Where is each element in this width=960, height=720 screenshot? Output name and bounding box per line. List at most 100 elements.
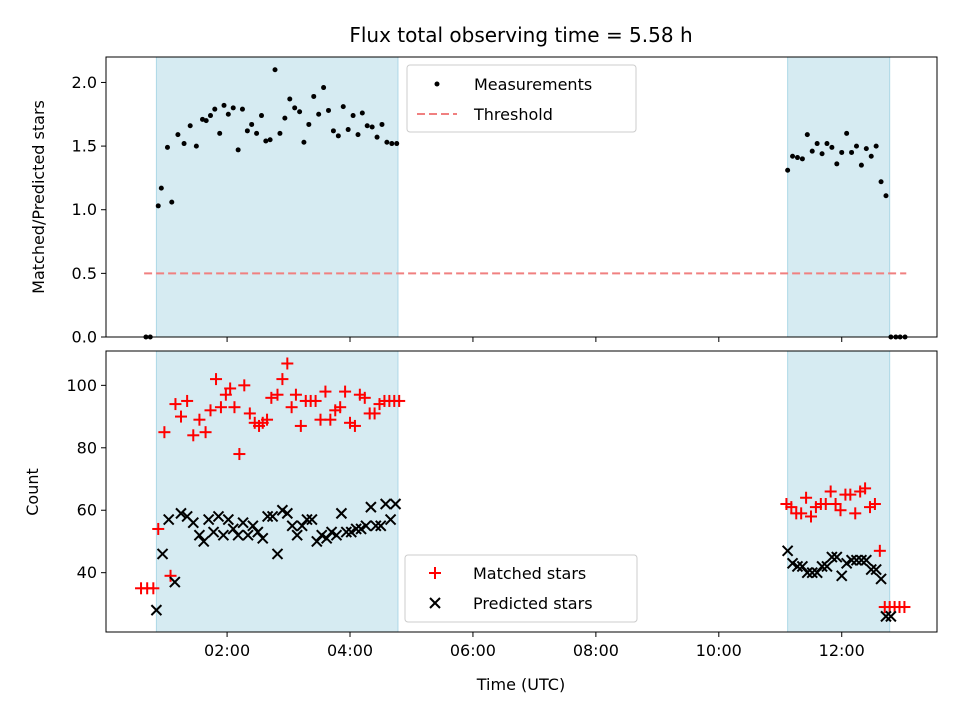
matched-stars-point [294,419,307,432]
predicted-stars-point [855,554,868,566]
measurements-point [203,118,209,124]
measurements-point [790,153,796,159]
predicted-stars-point [860,554,873,566]
bottom-legend-box [404,554,638,623]
measurements-point [868,153,874,159]
predicted-stars-point [389,498,402,510]
measurements-point [829,144,835,150]
y-tick-label: 2.0 [72,73,97,92]
y-tick-label: 60 [77,501,97,520]
measurements-point [858,162,864,168]
matched-stars-point [219,388,232,401]
predicted-stars-point [875,573,887,585]
measurements-point [873,143,879,149]
measurements-point [164,144,170,150]
predicted-stars-point [781,545,794,557]
matched-stars-point [164,569,177,582]
predicted-stars-point [365,501,377,513]
measurements-point [297,109,303,115]
top-legend-box [406,64,637,133]
measurements-point [844,130,850,136]
predicted-stars-point [821,560,833,573]
predicted-stars-point [370,520,382,532]
matched-stars-point [152,522,165,535]
measurements-point [249,121,255,127]
measurements-point [824,141,830,147]
measurements-point [853,143,859,149]
chart-title: Flux total observing time = 5.58 h [349,23,692,47]
measurements-point [863,146,869,152]
matched-stars-point [348,419,361,432]
matched-stars-point [319,385,332,398]
y-tick-label: 100 [66,376,97,395]
shaded-span-1 [155,56,399,338]
matched-stars-point [224,382,237,395]
matched-stars-point [147,582,160,595]
predicted-stars-point [217,529,230,541]
top-shaded-spans [155,56,891,338]
matched-stars-point [199,426,212,439]
predicted-stars-point [330,529,343,541]
predicted-stars-point [826,551,838,563]
measurements-point [187,123,193,129]
measurements-point [225,111,231,117]
measurements-point [345,127,351,133]
matched-stars-point [238,379,251,392]
matched-stars-point [210,373,223,386]
predicted-stars-point [335,507,348,520]
measurements-point [230,105,236,111]
predicted-stars-point [281,507,294,520]
matched-stars-point [859,482,872,495]
shaded-span-2 [787,350,891,633]
matched-stars-point [174,410,187,423]
measurements-point [355,132,361,138]
bottom-legend: Matched stars Predicted stars [404,554,638,623]
measurements-point [785,167,791,173]
measurements-point [263,138,269,144]
predicted-stars-point [306,513,318,526]
matched-stars-point [261,413,274,426]
measurements-point [301,139,307,145]
predicted-stars-point [271,548,284,560]
matched-stars-point [829,497,842,510]
measurements-point [834,161,840,167]
measurements-point [326,107,332,113]
matched-stars-point [800,491,813,504]
predicted-stars-point [237,517,249,529]
legend-matched-marker [429,567,441,579]
matched-stars-point [309,394,322,407]
matched-stars-point [265,391,278,404]
top-y-axis-label: Matched/Predicted stars [29,100,48,294]
measurements-point [311,93,317,99]
predicted-stars-point [845,554,858,566]
predicted-stars-point [202,513,215,526]
measurements-point [244,128,250,134]
matched-stars-point [204,404,217,417]
matched-stars-point [358,391,371,404]
predicted-stars-point [232,529,244,541]
shaded-span-2 [787,56,891,338]
matched-stars-point [281,357,294,370]
matched-stars-point [324,413,337,426]
measurements-point [384,139,390,145]
measurements-point [306,121,312,127]
matched-stars-point [271,388,284,401]
measurements-point [221,102,227,108]
predicted-stars-point [150,604,163,616]
matched-stars-point [795,507,808,520]
predicted-stars-point [301,513,313,526]
matched-stars-point [214,401,227,414]
measurements-point [292,105,298,111]
matched-stars-point [804,510,817,523]
top-x-ticks [226,337,843,342]
predicted-stars-point [384,513,397,526]
matched-stars-point [393,394,406,407]
top-y-ticks: 0.0 0.5 1.0 1.5 2.0 [72,73,106,347]
measurements-point [814,141,820,147]
measurements-point [340,104,346,110]
measurements-point [330,128,336,134]
x-tick-label: 08:00 [573,641,619,660]
bottom-panel: 40 60 80 100 02:00 04:00 06:00 08:00 10:00 12:00… [23,350,938,694]
measurement-points [143,67,908,340]
y-tick-label: 0.0 [72,328,97,347]
